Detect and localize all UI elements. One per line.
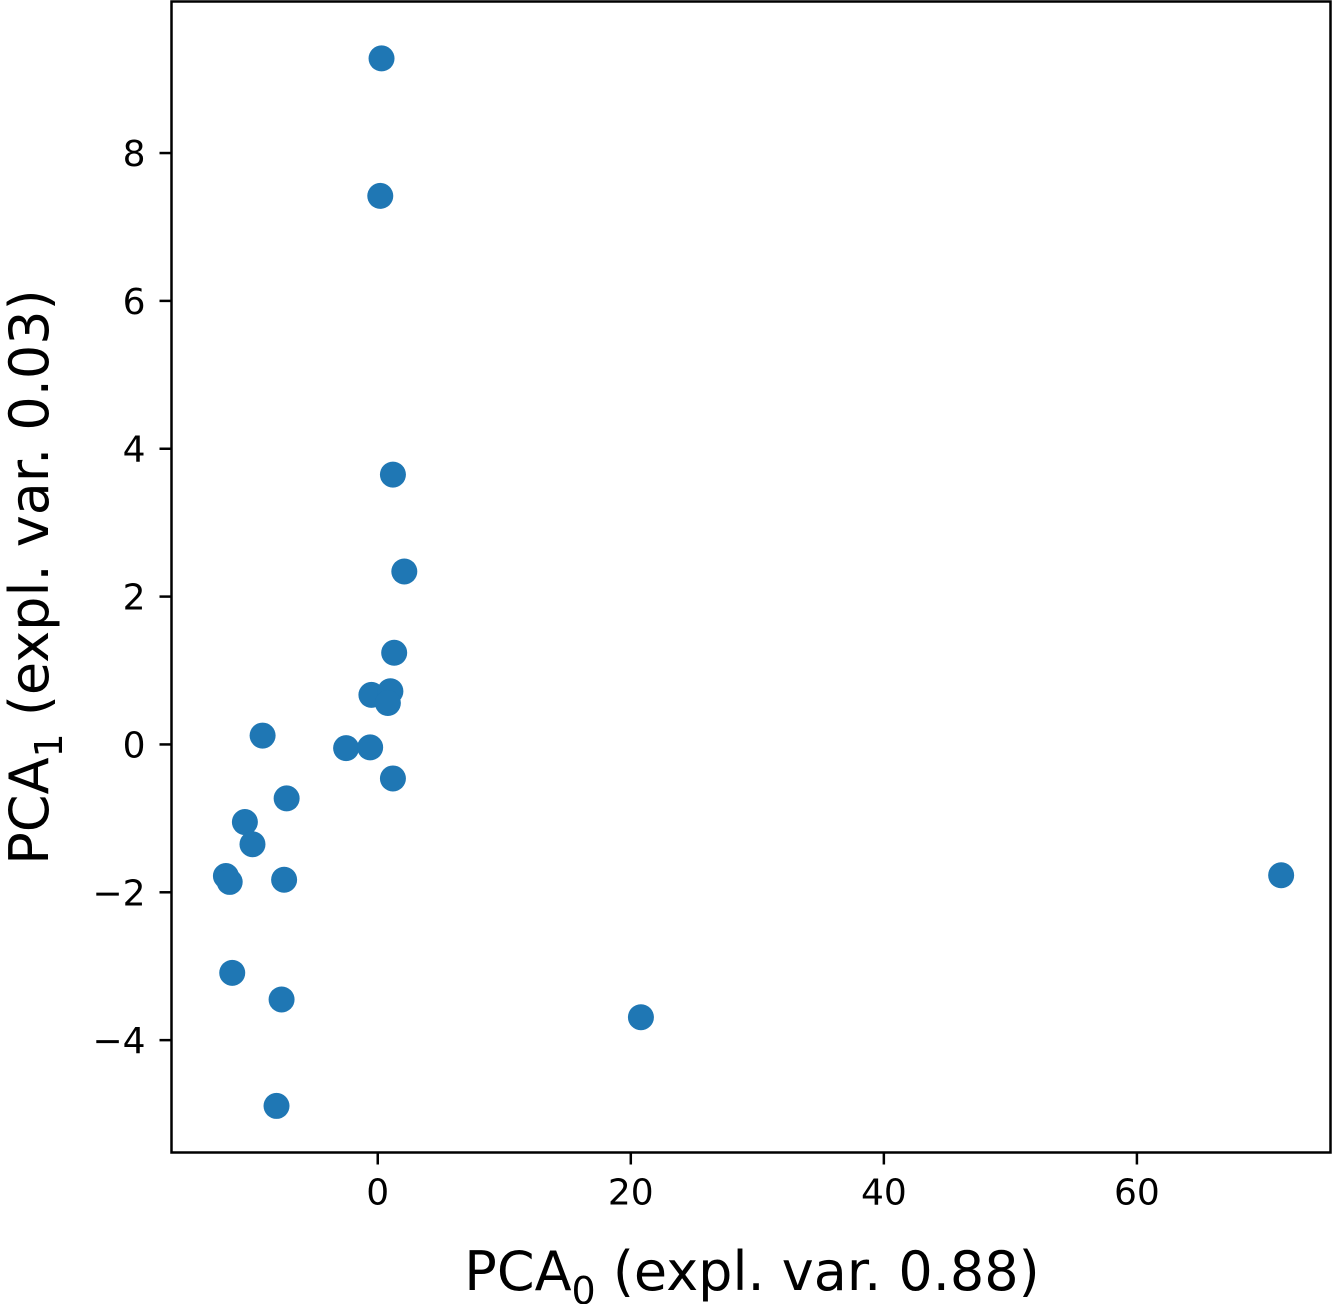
data-point-7: [374, 690, 401, 717]
y-tick-label-1: −2: [92, 873, 145, 914]
data-point-4: [381, 639, 408, 666]
data-point-9: [333, 735, 360, 762]
y-tick-label-6: 8: [123, 134, 146, 175]
x-tick-label-1: 20: [608, 1173, 654, 1214]
data-point-20: [268, 986, 295, 1013]
y-axis-label: PCA1 (expl. var. 0.03): [0, 289, 71, 864]
plot-frame: [170, 0, 1332, 1154]
x-axis-label-subscript: 0: [572, 1269, 596, 1304]
y-tick-label-2: 0: [123, 725, 146, 766]
points-layer: [212, 45, 1295, 1119]
data-point-21: [627, 1004, 654, 1031]
ticks-layer: 0 20 40 60 −4 −2 0 2 4 6 8: [92, 134, 1159, 1213]
data-point-3: [391, 558, 418, 585]
data-point-16: [216, 868, 243, 895]
data-point-11: [379, 765, 406, 792]
y-tick-label-4: 4: [123, 430, 146, 471]
x-tick-label-0: 0: [366, 1173, 389, 1214]
data-point-10: [357, 734, 384, 761]
data-point-19: [219, 959, 246, 986]
x-axis-label: PCA0 (expl. var. 0.88): [464, 1240, 1039, 1304]
x-tick-label-2: 40: [861, 1173, 907, 1214]
data-point-14: [239, 831, 266, 858]
y-tick-label-0: −4: [92, 1021, 145, 1062]
y-axis-label-subscript: 1: [27, 733, 71, 757]
data-point-17: [271, 866, 298, 893]
y-tick-label-5: 6: [123, 282, 146, 323]
data-point-13: [231, 809, 258, 836]
data-point-1: [367, 182, 394, 209]
data-point-8: [249, 722, 276, 749]
y-tick-label-3: 2: [123, 578, 146, 619]
data-point-22: [263, 1092, 290, 1119]
data-point-18: [1268, 862, 1295, 889]
data-point-12: [273, 785, 300, 812]
data-point-0: [368, 45, 395, 72]
x-tick-label-3: 60: [1114, 1173, 1160, 1214]
data-point-2: [379, 461, 406, 488]
